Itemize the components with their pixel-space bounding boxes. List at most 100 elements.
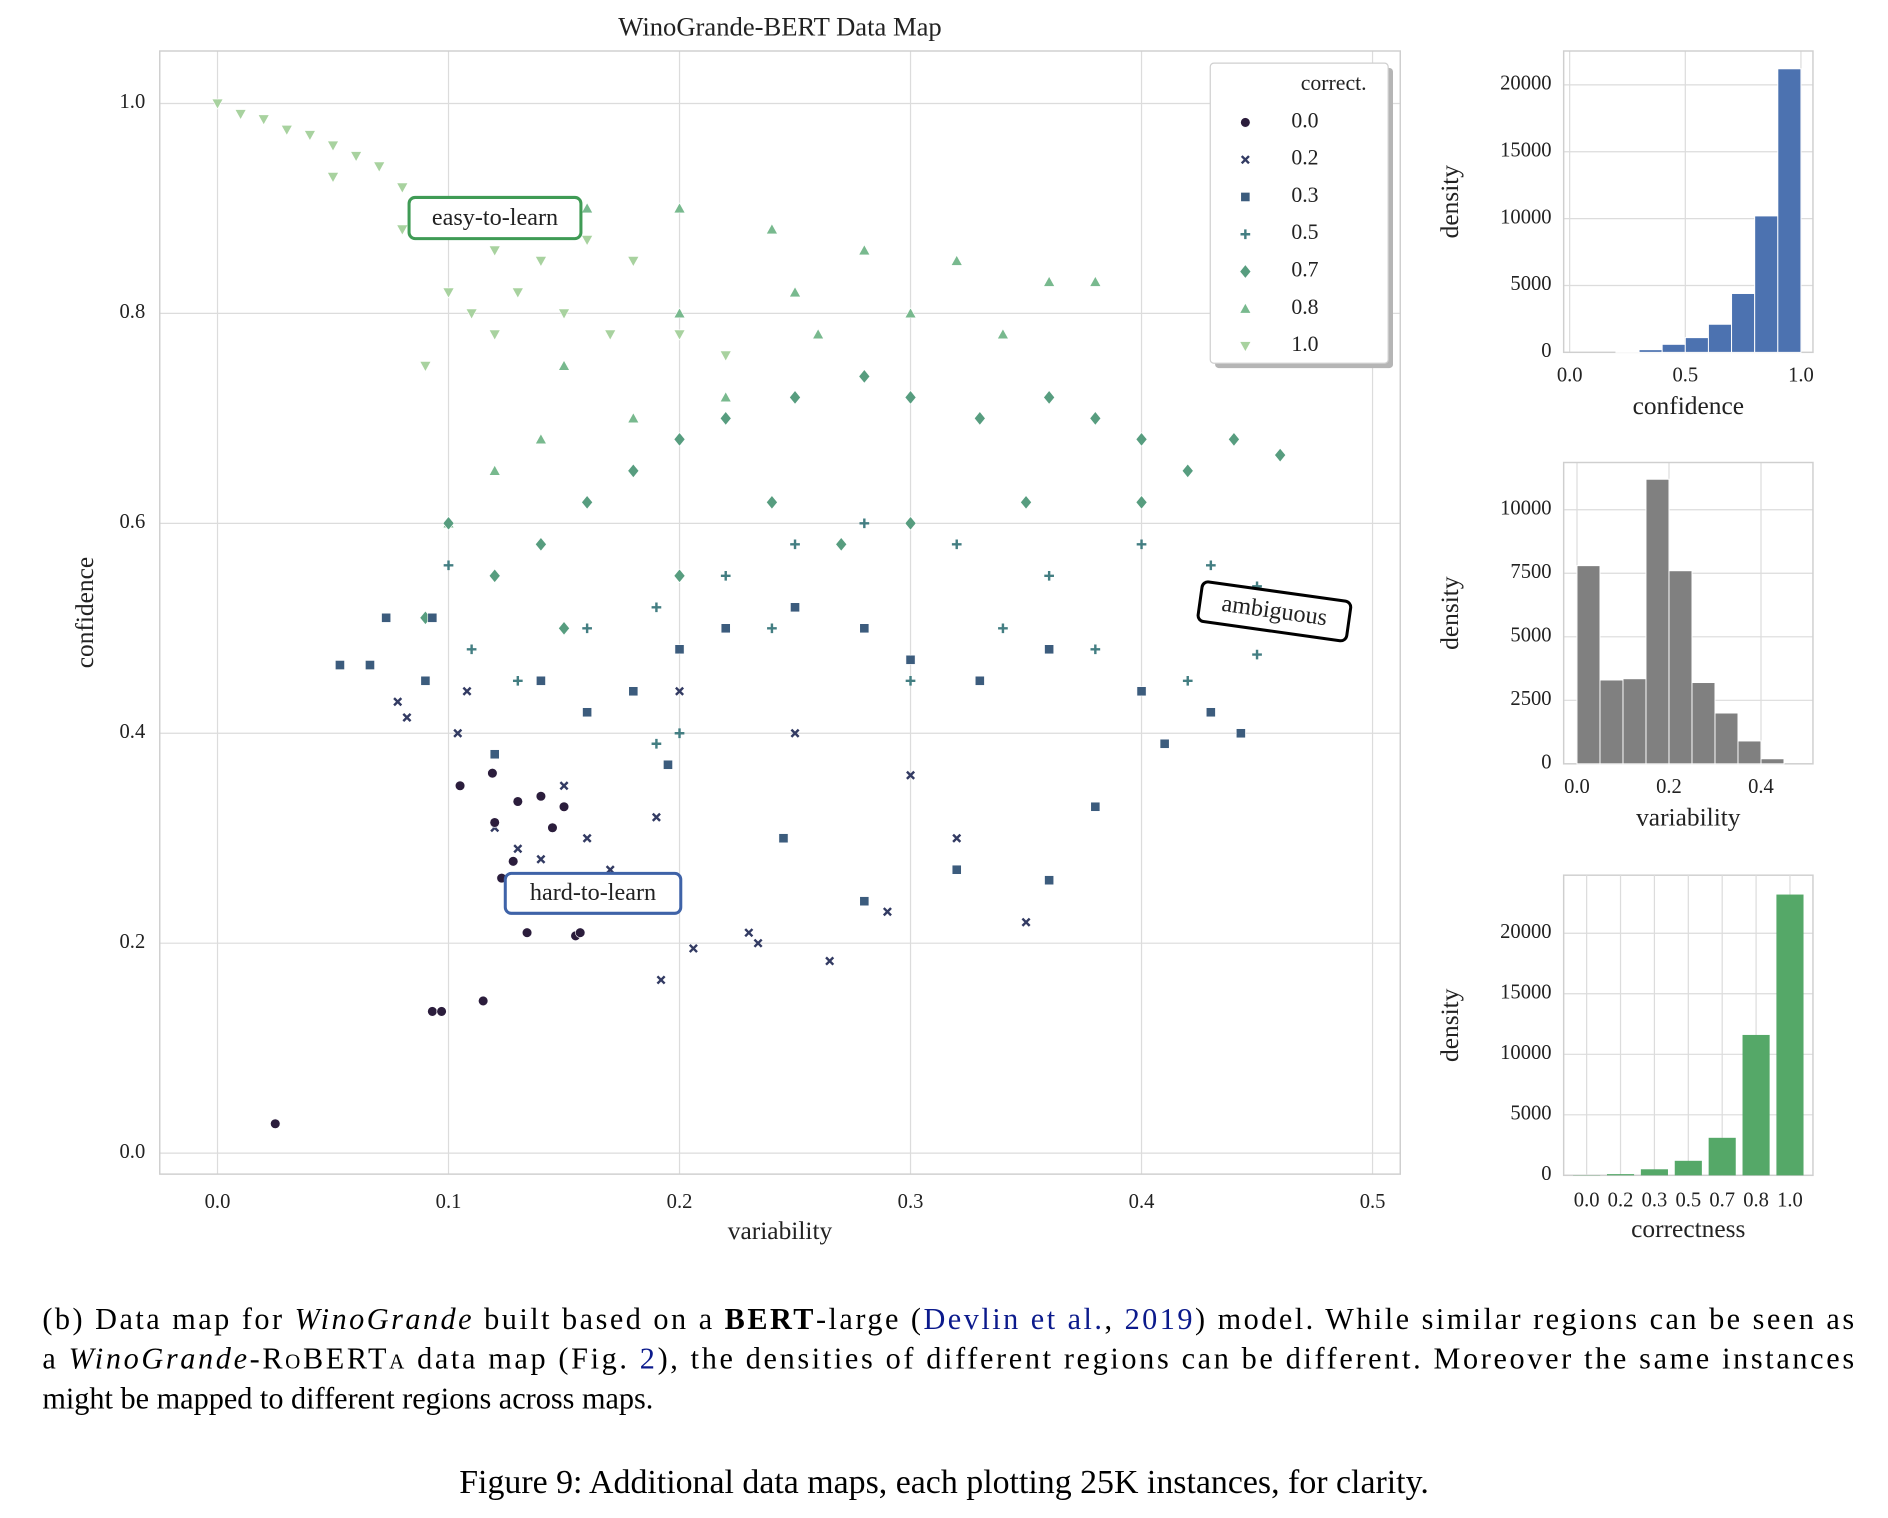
histogram-bar	[1638, 349, 1663, 353]
marker	[788, 286, 802, 298]
histogram-bar	[1760, 758, 1785, 765]
marker	[488, 568, 501, 584]
marker	[627, 463, 640, 479]
marker	[512, 796, 523, 807]
x-tick-label: 0.1	[436, 1191, 462, 1213]
x-tick-label: 0.5	[1672, 364, 1698, 386]
x-tick-label: 0.0	[1557, 364, 1583, 386]
histogram-bar	[1731, 293, 1756, 353]
marker	[651, 602, 662, 613]
y-tick-label: 0.6	[120, 511, 146, 533]
marker	[674, 728, 685, 739]
marker	[812, 328, 825, 340]
bar	[1776, 894, 1804, 1176]
y-tick-label: 0.2	[120, 931, 146, 953]
caption-link[interactable]: 2	[640, 1342, 655, 1376]
marker	[998, 623, 1008, 634]
marker	[234, 109, 247, 121]
marker	[859, 896, 870, 907]
bar	[1640, 1169, 1668, 1176]
caption-text: ), the densities of different regions ca…	[658, 1342, 1855, 1376]
plot-frame	[159, 50, 1401, 1175]
marker	[581, 495, 594, 510]
marker	[720, 570, 731, 581]
marker	[534, 256, 547, 268]
caption-text: BERT	[725, 1302, 814, 1336]
legend-title: correct.	[1301, 71, 1367, 95]
marker	[558, 621, 570, 636]
marker	[904, 307, 917, 319]
chart-title: WinoGrande-BERT Data Map	[618, 11, 941, 41]
marker	[604, 329, 617, 341]
marker	[1043, 390, 1056, 405]
histogram-bar	[1691, 682, 1716, 765]
bar	[1742, 1034, 1770, 1176]
marker	[996, 328, 1010, 340]
x-tick-label: 0.0	[205, 1191, 231, 1213]
marker	[974, 675, 985, 686]
y-tick-label: 0	[1541, 752, 1551, 774]
x-axis-label: correctness	[1631, 1215, 1745, 1243]
marker	[765, 495, 778, 510]
marker	[720, 623, 731, 634]
caption-link[interactable]: Devlin et al.	[923, 1302, 1102, 1336]
caption-link[interactable]: 2019	[1125, 1302, 1193, 1336]
marker	[478, 995, 489, 1007]
marker	[487, 768, 498, 779]
histogram-bar	[1661, 343, 1686, 353]
annotation: easy-to-learn	[407, 195, 583, 241]
marker	[303, 130, 316, 142]
marker	[547, 822, 558, 833]
marker	[1044, 570, 1054, 581]
marker	[1044, 644, 1055, 655]
histogram-bar	[1599, 679, 1624, 765]
marker	[466, 644, 477, 655]
legend-label: 0.7	[1291, 258, 1318, 282]
histogram-bar	[1684, 337, 1709, 353]
y-tick-label: 15000	[1500, 139, 1551, 161]
y-tick-label: 0.4	[120, 721, 146, 743]
marker	[905, 654, 916, 665]
marker	[1089, 411, 1102, 426]
x-tick-label: 0.3	[898, 1191, 924, 1213]
marker	[1235, 728, 1246, 739]
x-tick-label: 0.2	[667, 1191, 693, 1213]
legend-marker	[1240, 229, 1251, 240]
marker	[534, 537, 547, 552]
marker	[489, 749, 500, 760]
annotation: hard-to-learn	[503, 871, 683, 915]
marker	[858, 244, 871, 256]
marker	[1274, 447, 1287, 463]
legend-marker	[1239, 341, 1252, 353]
marker	[557, 359, 571, 371]
marker	[443, 560, 454, 571]
caption-text: -large (	[816, 1302, 921, 1336]
x-tick-label: 0.5	[1675, 1190, 1701, 1212]
legend-marker	[1240, 117, 1251, 128]
marker	[582, 623, 592, 634]
marker	[535, 791, 547, 802]
marker	[326, 140, 340, 152]
marker	[453, 728, 463, 738]
x-tick-label: 0.5	[1360, 1191, 1386, 1213]
y-tick-label: 2500	[1510, 688, 1551, 710]
marker	[489, 817, 500, 828]
legend-label: 0.5	[1291, 220, 1318, 244]
x-tick-label: 0.0	[1574, 1190, 1600, 1212]
x-axis-label: variability	[1636, 803, 1741, 831]
caption-text: WinoGrande	[295, 1302, 472, 1336]
marker	[419, 361, 432, 373]
caption-text: -	[250, 1342, 260, 1376]
bar	[1674, 1160, 1702, 1176]
marker	[436, 1006, 447, 1017]
y-tick-label: 15000	[1500, 982, 1551, 1004]
marker	[257, 114, 270, 126]
marker	[534, 433, 547, 445]
marker	[402, 713, 412, 723]
marker	[270, 1118, 281, 1129]
y-tick-label: 0.0	[120, 1141, 146, 1163]
histogram-bar	[1645, 478, 1670, 765]
marker	[1089, 275, 1102, 287]
marker	[442, 516, 455, 531]
marker	[427, 612, 438, 623]
